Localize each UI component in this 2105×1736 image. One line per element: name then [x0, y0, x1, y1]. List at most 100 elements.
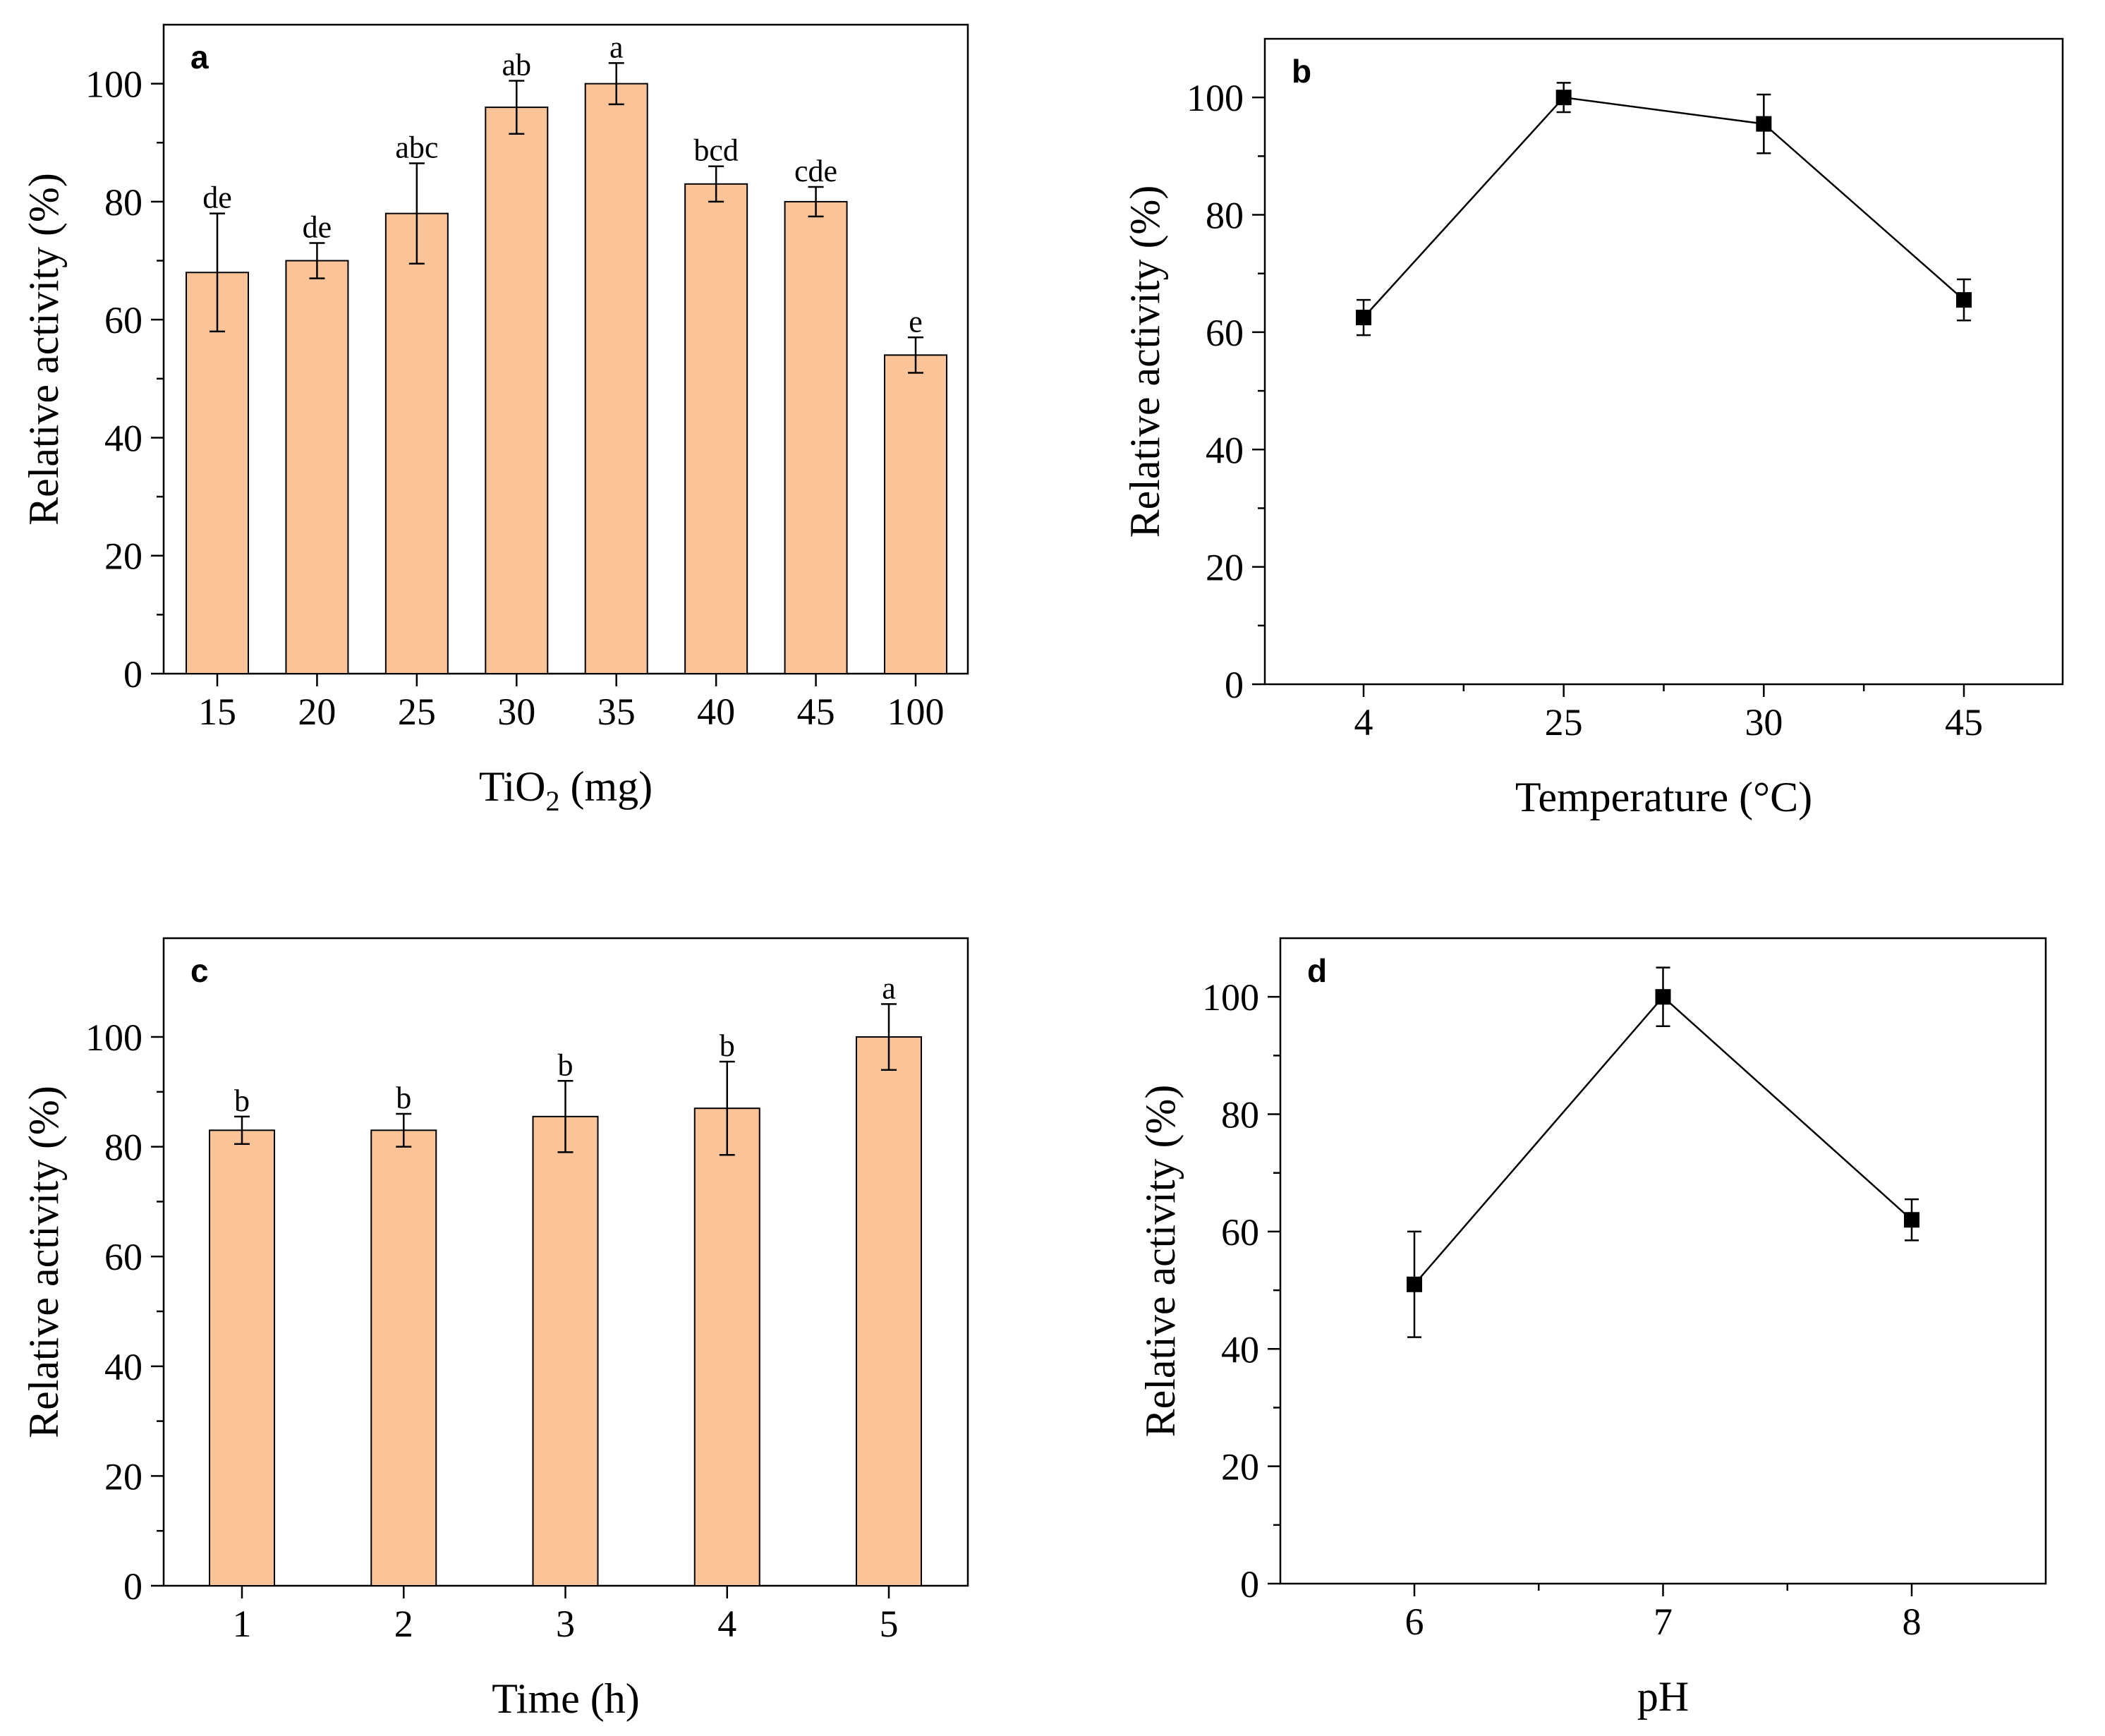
- significance-label: bcd: [693, 133, 739, 168]
- plot-frame: [1263, 37, 2064, 686]
- x-tick-label: 35: [597, 691, 636, 733]
- x-tick-label: 30: [1745, 701, 1783, 743]
- x-axis-label-unit: (mg): [559, 763, 653, 810]
- panel-letter: a: [190, 39, 209, 75]
- y-axis-label: Relative activity (%): [1137, 1085, 1184, 1438]
- bar: [784, 200, 848, 674]
- data-point: [1655, 989, 1671, 1005]
- x-axis-label: Temperature (°C): [1515, 774, 1812, 820]
- bar: [384, 212, 449, 674]
- y-tick-label: 80: [104, 1127, 142, 1169]
- significance-label: ab: [502, 47, 532, 82]
- y-tick-label: 80: [104, 181, 142, 224]
- chart-panel-a: 0 20 40 60 80 100 15 20 25 30 35 40 45 100 de de abc ab a b…: [20, 23, 969, 817]
- y-tick-label: 80: [1221, 1094, 1259, 1136]
- chart-panel-b: 0 20 40 60 80 100 4 25 30 45 b Relative activity (%…: [1122, 37, 2064, 820]
- x-axis-label: pH: [1637, 1673, 1689, 1720]
- x-axis-label: TiO2 (mg): [479, 763, 653, 817]
- significance-label: abc: [395, 130, 438, 165]
- x-tick-label: 6: [1405, 1601, 1424, 1643]
- x-axis-label-subscript: 2: [545, 785, 559, 817]
- data-point: [1555, 90, 1572, 106]
- x-tick-label: 5: [880, 1603, 899, 1645]
- data-point: [1904, 1212, 1919, 1228]
- data-point: [1956, 292, 1972, 308]
- y-tick-label: 60: [104, 1236, 142, 1278]
- y-axis-label: Relative activity (%): [1122, 186, 1168, 538]
- x-axis-label-main: TiO: [479, 763, 546, 810]
- y-tick-label: 20: [104, 535, 142, 578]
- y-tick-label: 40: [104, 1346, 142, 1388]
- y-tick-label: 100: [85, 1016, 142, 1059]
- series-line: [1414, 995, 1912, 1285]
- bar: [856, 1036, 922, 1587]
- significance-label: b: [558, 1048, 574, 1082]
- y-tick-label: 20: [104, 1455, 142, 1498]
- y-tick-label: 60: [1221, 1211, 1259, 1254]
- y-tick-label: 60: [104, 299, 142, 341]
- panel-letter: c: [190, 952, 209, 989]
- x-tick-label: 45: [797, 691, 835, 733]
- x-tick-label: 30: [497, 691, 535, 733]
- x-axis-label: Time (h): [492, 1675, 639, 1722]
- series-line: [1363, 96, 1965, 318]
- y-tick-label: 100: [85, 63, 142, 106]
- bar: [285, 260, 349, 674]
- x-tick-label: 8: [1903, 1601, 1922, 1643]
- chart-panel-c: 0 20 40 60 80 100 1 2 3 4 5 b b b b a c Relative activity…: [20, 937, 969, 1722]
- bar: [684, 183, 748, 674]
- x-tick-label: 25: [1545, 701, 1583, 743]
- bar: [186, 272, 249, 675]
- bar: [532, 1115, 599, 1586]
- bar: [693, 1107, 760, 1586]
- plot-frame: [162, 23, 969, 675]
- bar: [370, 1129, 437, 1586]
- x-tick-label: 15: [198, 691, 236, 733]
- x-tick-label: 45: [1945, 701, 1983, 743]
- y-tick-label: 60: [1206, 312, 1244, 354]
- y-tick-label: 0: [123, 1565, 142, 1608]
- y-tick-label: 80: [1206, 195, 1244, 237]
- x-tick-label: 3: [556, 1603, 575, 1645]
- y-tick-label: 20: [1206, 547, 1244, 589]
- y-tick-label: 40: [1206, 429, 1244, 471]
- panel-letter: b: [1292, 53, 1311, 90]
- y-tick-label: 20: [1221, 1446, 1259, 1488]
- significance-label: de: [303, 210, 332, 244]
- y-axis-label: Relative activity (%): [20, 173, 67, 526]
- y-tick-label: 100: [1202, 976, 1259, 1019]
- y-tick-label: 0: [123, 653, 142, 696]
- bar: [209, 1129, 275, 1586]
- y-tick-label: 40: [104, 417, 142, 459]
- bar: [584, 83, 648, 675]
- significance-label: b: [720, 1028, 735, 1063]
- x-tick-label: 4: [1354, 701, 1373, 743]
- y-tick-label: 40: [1221, 1328, 1259, 1371]
- y-axis-label: Relative activity (%): [20, 1086, 67, 1438]
- x-tick-label: 7: [1654, 1601, 1673, 1643]
- significance-label: b: [396, 1081, 411, 1115]
- plot-frame: [1279, 937, 2047, 1585]
- x-tick-label: 40: [697, 691, 735, 733]
- significance-label: e: [909, 304, 923, 339]
- significance-label: a: [609, 30, 624, 64]
- significance-label: de: [202, 181, 232, 215]
- bar: [884, 354, 947, 674]
- data-point: [1407, 1276, 1422, 1292]
- significance-label: a: [882, 971, 896, 1005]
- significance-label: cde: [794, 154, 837, 188]
- x-tick-label: 1: [233, 1603, 252, 1645]
- x-tick-label: 20: [298, 691, 336, 733]
- panel-letter: d: [1307, 952, 1327, 989]
- x-tick-label: 25: [398, 691, 436, 733]
- data-point: [1356, 310, 1371, 326]
- x-tick-label: 2: [394, 1603, 413, 1645]
- data-point: [1756, 116, 1772, 132]
- bar: [485, 107, 549, 675]
- y-tick-label: 100: [1187, 77, 1244, 119]
- y-tick-label: 0: [1240, 1563, 1259, 1606]
- chart-panel-d: 0 20 40 60 80 100 6 7 8 d Relative activity (%) pH: [1137, 937, 2047, 1720]
- y-tick-label: 0: [1225, 664, 1244, 706]
- x-tick-label: 100: [887, 691, 945, 733]
